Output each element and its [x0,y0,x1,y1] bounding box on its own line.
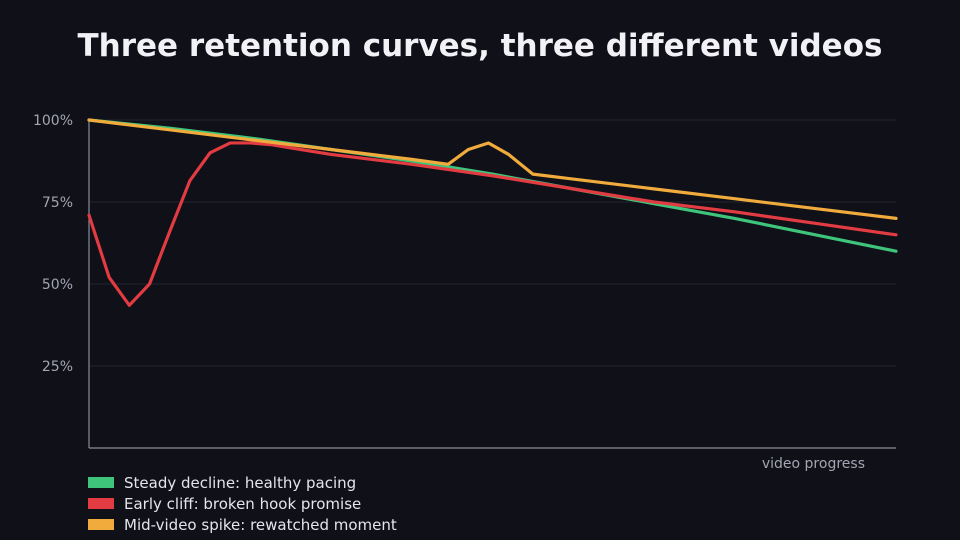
chart-title: Three retention curves, three different … [77,28,883,64]
legend-label-1: Steady decline: healthy pacing [124,473,357,492]
legend: Steady decline: healthy pacing Early clif… [88,472,397,535]
series-lines [87,118,898,307]
legend-item-2: Early cliff: broken hook promise [88,493,397,514]
y-tick-label-25: 25% [42,359,73,375]
legend-swatch-1 [88,477,114,488]
legend-item-3: Mid-video spike: rewatched moment [88,514,397,535]
legend-item-1: Steady decline: healthy pacing [88,472,397,493]
legend-label-2: Early cliff: broken hook promise [124,494,362,513]
series-line-2 [87,141,898,307]
gridlines [89,119,896,367]
legend-swatch-3 [88,519,114,530]
legend-label-3: Mid-video spike: rewatched moment [124,515,397,534]
series-line-1 [87,118,898,253]
y-tick-label-50: 50% [42,277,73,293]
x-axis-label: video progress [762,456,865,472]
y-tick-label-100: 100% [33,113,73,129]
legend-swatch-2 [88,498,114,509]
y-tick-label-75: 75% [42,195,73,211]
y-tick-labels: 25% 50% 75% 100% [33,113,73,375]
axes [88,120,896,449]
series-line-3 [87,118,898,220]
